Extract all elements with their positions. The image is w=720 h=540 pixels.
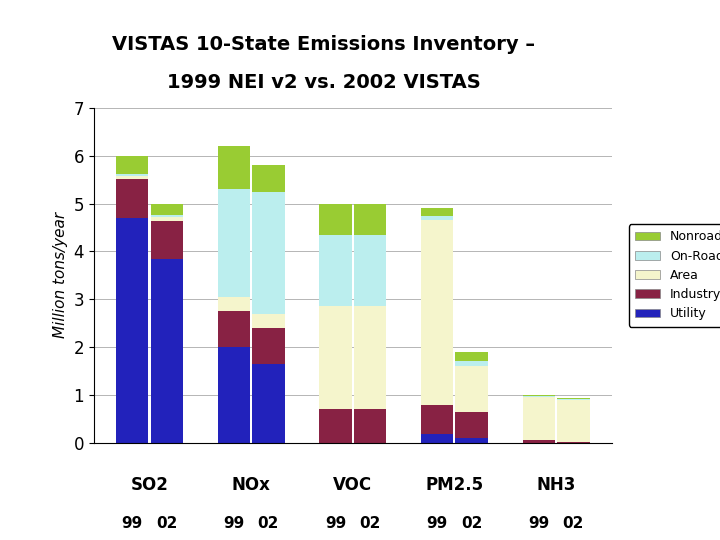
Bar (116, 179, 148, 218)
Bar (252, 364, 284, 443)
Bar (421, 404, 454, 434)
Bar (217, 297, 250, 311)
Text: 99: 99 (122, 516, 143, 531)
Bar (456, 361, 488, 366)
Bar (319, 235, 352, 307)
Bar (150, 259, 183, 443)
Bar (252, 192, 284, 314)
Bar (150, 217, 183, 221)
Text: VISTAS 10-State Emissions Inventory –: VISTAS 10-State Emissions Inventory – (112, 35, 536, 54)
Text: PM2.5: PM2.5 (426, 476, 484, 494)
Bar (354, 409, 387, 443)
Bar (421, 208, 454, 215)
Bar (252, 328, 284, 364)
Bar (456, 438, 488, 443)
Bar (217, 190, 250, 297)
Text: 02: 02 (258, 516, 279, 531)
Bar (456, 411, 488, 438)
Bar (252, 165, 284, 192)
Bar (319, 204, 352, 235)
Bar (354, 204, 387, 235)
Text: 02: 02 (563, 516, 584, 531)
Text: 99: 99 (325, 516, 346, 531)
Bar (150, 204, 183, 215)
Bar (252, 314, 284, 328)
Bar (217, 146, 250, 190)
Bar (557, 442, 590, 443)
Legend: Nonroad, On-Road, Area, Industry, Utility: Nonroad, On-Road, Area, Industry, Utilit… (629, 224, 720, 327)
Text: 1999 NEI v2 vs. 2002 VISTAS: 1999 NEI v2 vs. 2002 VISTAS (167, 73, 481, 92)
Bar (557, 399, 590, 400)
Bar (523, 396, 555, 397)
Bar (150, 221, 183, 259)
Y-axis label: Million tons/year: Million tons/year (53, 212, 68, 339)
Bar (456, 352, 488, 361)
Text: SO2: SO2 (130, 476, 168, 494)
Bar (421, 215, 454, 220)
Bar (523, 395, 555, 396)
Bar (523, 397, 555, 441)
Bar (557, 400, 590, 442)
Text: 02: 02 (461, 516, 482, 531)
Text: 99: 99 (223, 516, 245, 531)
Text: NH3: NH3 (536, 476, 576, 494)
Bar (116, 156, 148, 174)
Bar (354, 307, 387, 409)
Bar (354, 235, 387, 307)
Bar (421, 434, 454, 443)
Bar (456, 366, 488, 411)
Text: 99: 99 (426, 516, 448, 531)
Bar (523, 441, 555, 443)
Bar (557, 398, 590, 399)
Text: 02: 02 (156, 516, 177, 531)
Bar (319, 409, 352, 443)
Bar (116, 174, 148, 177)
Bar (116, 218, 148, 443)
Text: NOx: NOx (232, 476, 271, 494)
Bar (217, 347, 250, 443)
Bar (150, 215, 183, 217)
Text: 99: 99 (528, 516, 549, 531)
Bar (116, 177, 148, 179)
Bar (421, 220, 454, 404)
Bar (319, 307, 352, 409)
Text: VOC: VOC (333, 476, 372, 494)
Bar (217, 311, 250, 347)
Text: 02: 02 (359, 516, 381, 531)
